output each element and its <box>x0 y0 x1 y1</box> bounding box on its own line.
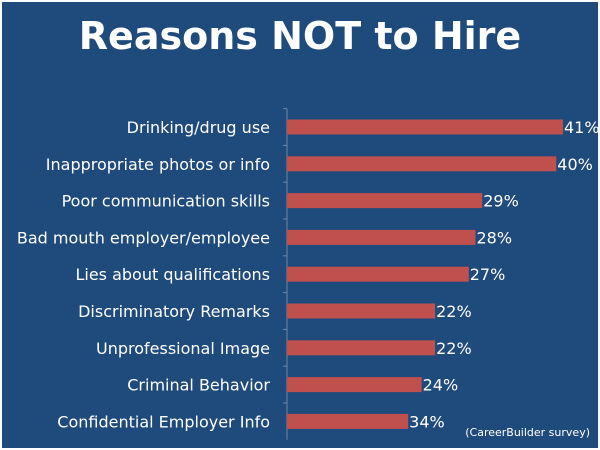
value-label: 22% <box>436 339 472 358</box>
bar <box>287 119 563 135</box>
bar <box>287 266 469 282</box>
bar <box>287 413 409 429</box>
bar <box>287 193 483 209</box>
category-label: Inappropriate photos or info <box>46 155 270 174</box>
category-label: Confidential Employer Info <box>57 412 270 431</box>
source-note: (CareerBuilder survey) <box>465 426 590 439</box>
category-label: Bad mouth employer/employee <box>17 228 270 247</box>
bar <box>287 229 476 245</box>
bar <box>287 377 422 393</box>
category-label: Poor communication skills <box>62 192 270 211</box>
chart-title: Reasons NOT to Hire <box>78 14 522 58</box>
value-label: 27% <box>470 265 506 284</box>
bar <box>287 340 436 356</box>
value-label: 28% <box>476 228 512 247</box>
bar <box>287 156 557 172</box>
value-label: 41% <box>564 118 598 137</box>
category-label: Criminal Behavior <box>127 376 270 395</box>
value-label: 24% <box>423 376 459 395</box>
category-label: Lies about qualifications <box>75 265 270 284</box>
value-label: 34% <box>409 412 445 431</box>
category-label: Drinking/drug use <box>127 118 270 137</box>
value-label: 29% <box>483 192 519 211</box>
value-label: 22% <box>436 302 472 321</box>
bar <box>287 303 436 319</box>
category-label: Unprofessional Image <box>96 339 270 358</box>
category-label: Discriminatory Remarks <box>78 302 270 321</box>
value-label: 40% <box>557 155 593 174</box>
